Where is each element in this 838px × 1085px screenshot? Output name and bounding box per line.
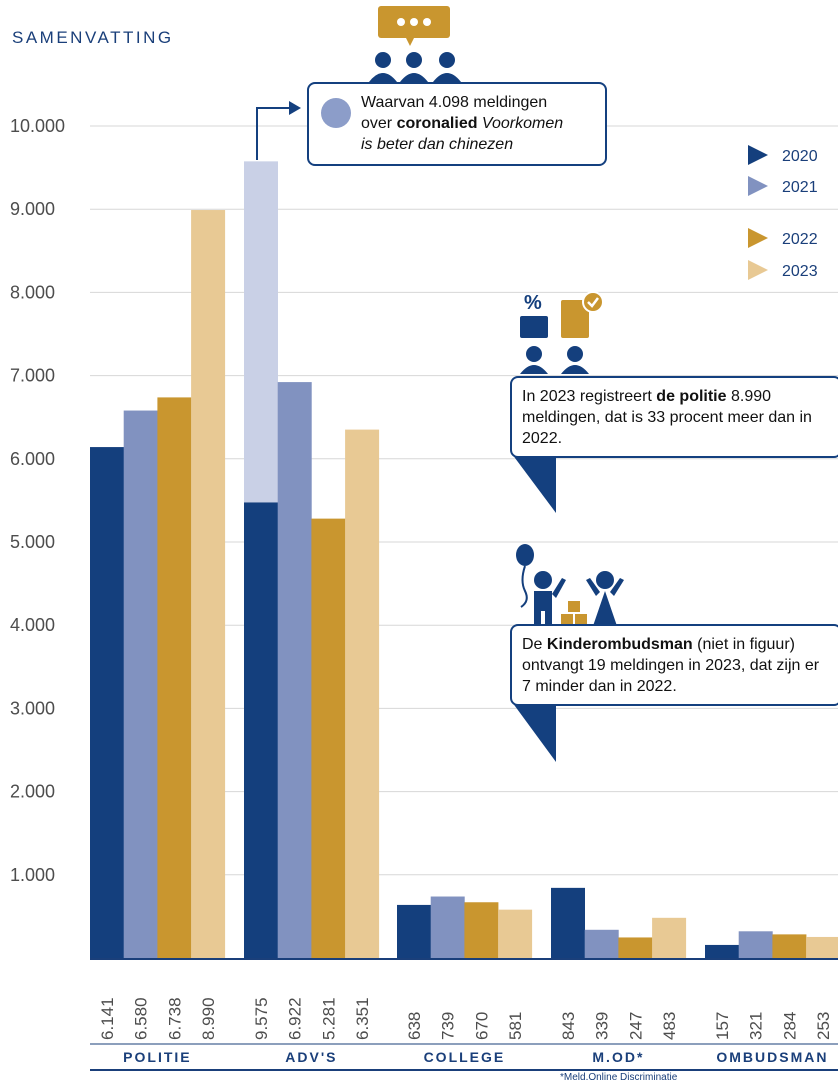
kinderombudsman-callout: De Kinderombudsman (niet in figuur) ontv… <box>510 624 838 706</box>
corona-callout-line1: Waarvan 4.098 meldingen <box>361 94 547 111</box>
bar <box>345 430 379 958</box>
footnote: *Meld.Online Discriminatie <box>560 1072 678 1083</box>
value-label: 843 <box>559 1012 578 1040</box>
value-label: 5.281 <box>319 997 338 1040</box>
legend-label: 2023 <box>782 263 818 280</box>
svg-text:%: % <box>524 292 542 314</box>
y-tick-label: 1.000 <box>10 865 55 885</box>
bar <box>551 888 585 958</box>
balloon-icon <box>516 544 534 607</box>
kinder-callout-pre: De <box>522 636 547 653</box>
bar <box>244 502 278 958</box>
bar <box>397 905 431 958</box>
legend-label: 2021 <box>782 179 818 196</box>
bar <box>157 397 191 958</box>
legend-label: 2022 <box>782 231 818 248</box>
value-labels: 6.141 6.580 6.738 8.990 9.575 6.922 5.281 6.351… <box>98 997 833 1040</box>
category-label: ADV'S <box>285 1049 337 1065</box>
corona-callout-arrowhead <box>289 101 301 115</box>
bar <box>585 930 619 958</box>
y-tick-label: 5.000 <box>10 532 55 552</box>
y-tick-label: 4.000 <box>10 615 55 635</box>
value-label: 339 <box>593 1012 612 1040</box>
y-tick-label: 10.000 <box>10 116 65 136</box>
y-tick-label: 9.000 <box>10 199 55 219</box>
value-label: 6.351 <box>353 997 372 1040</box>
politie-callout-pointer <box>512 454 556 513</box>
bar <box>652 918 686 958</box>
bar <box>278 382 312 958</box>
bar <box>124 411 158 958</box>
check-box-icon <box>561 292 603 374</box>
politie-callout-pre: In 2023 registreert <box>522 388 656 405</box>
value-label: 8.990 <box>199 997 218 1040</box>
bar <box>498 910 532 958</box>
bar <box>739 931 773 958</box>
value-label: 581 <box>506 1012 525 1040</box>
politie-callout: In 2023 registreert de politie 8.990 mel… <box>510 376 838 458</box>
value-label: 483 <box>660 1012 679 1040</box>
legend-label: 2020 <box>782 148 818 165</box>
value-label: 157 <box>713 1012 732 1040</box>
bar <box>431 897 465 958</box>
bar <box>618 937 652 958</box>
category-label: OMBUDSMAN <box>716 1049 828 1065</box>
value-label: 638 <box>405 1012 424 1040</box>
y-tick-label: 6.000 <box>10 449 55 469</box>
bar <box>464 902 498 958</box>
value-label: 670 <box>472 1012 491 1040</box>
people-icon <box>369 52 461 82</box>
category-label: M.OD* <box>592 1049 644 1065</box>
legend: 2020 2021 2022 2023 <box>748 145 818 280</box>
value-label: 739 <box>439 1012 458 1040</box>
corona-callout-line2-pre: over <box>361 115 397 132</box>
value-label: 6.141 <box>98 997 117 1040</box>
legend-marker <box>748 145 768 165</box>
kinder-callout-pointer <box>512 702 556 762</box>
chart-heading: SAMENVATTING <box>12 28 174 47</box>
corona-callout-italic-1: Voorkomen <box>477 115 563 132</box>
y-tick-label: 2.000 <box>10 782 55 802</box>
blocks-icon <box>561 601 587 626</box>
value-label: 6.738 <box>165 997 184 1040</box>
legend-marker <box>748 176 768 196</box>
y-tick-label: 7.000 <box>10 366 55 386</box>
y-tick-label: 3.000 <box>10 698 55 718</box>
corona-callout-connector <box>257 108 290 160</box>
bars <box>90 161 838 958</box>
bar <box>806 937 838 958</box>
value-label: 6.922 <box>286 997 305 1040</box>
legend-marker <box>748 260 768 280</box>
value-label: 247 <box>626 1012 645 1040</box>
bar <box>772 934 806 958</box>
bar <box>90 447 124 958</box>
bar-segment-coronalied <box>244 161 278 502</box>
virus-icon <box>321 98 351 128</box>
percent-box-icon: % <box>520 292 548 374</box>
corona-callout-bold: coronalied <box>397 115 478 132</box>
category-label: COLLEGE <box>424 1049 506 1065</box>
bar <box>311 519 345 958</box>
corona-callout-italic-2: is beter dan chinezen <box>361 136 513 153</box>
value-label: 9.575 <box>252 997 271 1040</box>
politie-callout-bold: de politie <box>656 388 726 405</box>
value-label: 253 <box>814 1012 833 1040</box>
y-axis-tick-labels: 1.000 2.000 3.000 4.000 5.000 6.000 7.000 8.000… <box>10 116 65 885</box>
speech-bubble-icon <box>378 6 450 46</box>
category-labels: POLITIE ADV'S COLLEGE M.OD* OMBUDSMAN <box>123 1049 828 1065</box>
bar <box>705 945 739 958</box>
value-label: 284 <box>780 1012 799 1040</box>
value-label: 6.580 <box>132 997 151 1040</box>
bar <box>191 210 225 958</box>
value-label: 321 <box>747 1012 766 1040</box>
category-label: POLITIE <box>123 1049 191 1065</box>
legend-marker <box>748 228 768 248</box>
kinder-callout-bold: Kinderombudsman <box>547 636 693 653</box>
corona-callout: Waarvan 4.098 meldingen over coronalied … <box>307 82 607 166</box>
y-tick-label: 8.000 <box>10 282 55 302</box>
